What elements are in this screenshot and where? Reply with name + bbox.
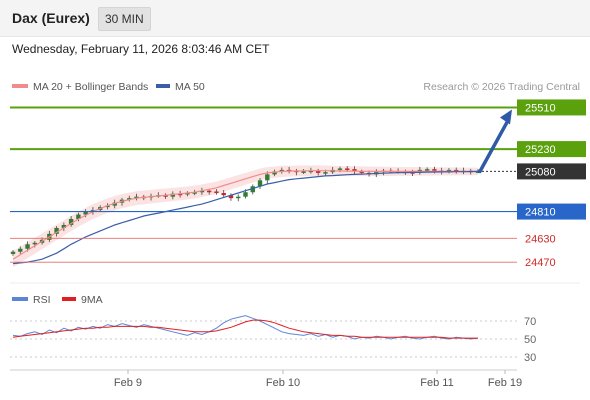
price-levels: 25510 25230 25080 24810 24630 24470 [10, 99, 586, 269]
candle-body [206, 190, 212, 193]
candle-body [359, 171, 364, 173]
candle-body [90, 210, 96, 212]
ma20-line [12, 170, 478, 260]
candle-body [432, 169, 437, 171]
candle-body [265, 174, 270, 181]
price-layer [10, 165, 481, 268]
candle-body [301, 171, 306, 173]
candle-body [177, 193, 183, 196]
chart-datetime: Wednesday, February 11, 2026 8:03:46 AM … [12, 42, 270, 56]
candle-body [76, 214, 81, 220]
x-tick-label: Feb 9 [114, 377, 142, 389]
candle-body [214, 191, 219, 193]
ma50-legend-swatch [156, 84, 170, 88]
candle-body [192, 192, 197, 194]
candle-body [323, 172, 328, 174]
chart-header: Dax (Eurex) 30 MIN [0, 0, 590, 37]
candle-body [454, 169, 459, 172]
support-label: 24810 [525, 207, 556, 219]
candle-body [68, 219, 74, 225]
candle-body [315, 170, 321, 173]
rsi-tick-label: 70 [524, 316, 536, 328]
timeframe-badge[interactable]: 30 MIN [98, 7, 151, 31]
bollinger-band [13, 165, 478, 268]
rsi-ma-legend-label: 9MA [81, 294, 103, 306]
candle-body [185, 192, 190, 195]
x-axis-ticks: Feb 9 Feb 10 Feb 11 Feb 19 [114, 370, 522, 389]
x-tick-label: Feb 11 [420, 377, 453, 389]
candle-body [25, 244, 30, 249]
data-credit: Research © 2026 Trading Central [423, 81, 580, 93]
candle-body [127, 198, 132, 200]
instrument-title: Dax (Eurex) [12, 10, 90, 26]
candle-body [32, 242, 37, 245]
ma50-line [12, 170, 479, 265]
candle-body [272, 171, 277, 175]
x-tick-label: Feb 10 [266, 377, 300, 389]
candle-body [105, 205, 110, 208]
candle-body [345, 168, 350, 170]
rsi-legend-label: RSI [33, 294, 51, 306]
candle-body [61, 224, 67, 228]
candle-body [424, 169, 430, 171]
candle-body [18, 248, 23, 252]
current-price-label: 25080 [525, 166, 556, 178]
ma20-legend-swatch [12, 84, 28, 88]
resistance-tag [517, 99, 586, 116]
candle-body [10, 251, 16, 254]
candle-body [54, 227, 59, 234]
candle-body [112, 202, 117, 206]
rsi-tick-label: 30 [524, 352, 536, 364]
rsi-legend-swatch [12, 297, 28, 301]
current-price-tag [517, 163, 586, 180]
candle-body [243, 192, 248, 197]
candle-body [170, 193, 176, 197]
candle-body [337, 168, 343, 170]
candle-body [308, 170, 314, 173]
candle-body [228, 195, 234, 199]
candle-body [250, 186, 255, 193]
forecast-arrow-shaft [478, 118, 510, 174]
resistance-label: 25510 [525, 102, 556, 114]
rsi-ma-legend-swatch [62, 297, 76, 301]
candle-body [199, 190, 205, 193]
rsi-line [12, 315, 479, 340]
rsi-tick-label: 50 [524, 334, 536, 346]
x-tick-label: Feb 19 [488, 377, 522, 389]
candle-body [352, 169, 357, 172]
candle-body [221, 192, 226, 196]
candle-body [475, 171, 481, 173]
candle-body [83, 211, 88, 215]
candle-body [446, 169, 452, 172]
ma20-legend-label: MA 20 + Bollinger Bands [33, 81, 148, 93]
minor-support-label: 24630 [525, 233, 556, 245]
candle-body [257, 180, 263, 187]
candle-body [163, 195, 168, 197]
rsi-ma-line [12, 319, 478, 339]
ma50-legend-label: MA 50 [175, 81, 205, 93]
resistance-tag [517, 141, 586, 158]
candle-body [134, 196, 139, 199]
forecast-arrow-head [500, 109, 512, 125]
support-tag [517, 203, 586, 220]
candle-body [236, 196, 241, 199]
minor-support-label: 24470 [525, 257, 556, 269]
rsi-panel: 70 50 30 [10, 315, 536, 364]
resistance-label: 25230 [525, 144, 556, 156]
candle-body [279, 169, 285, 172]
